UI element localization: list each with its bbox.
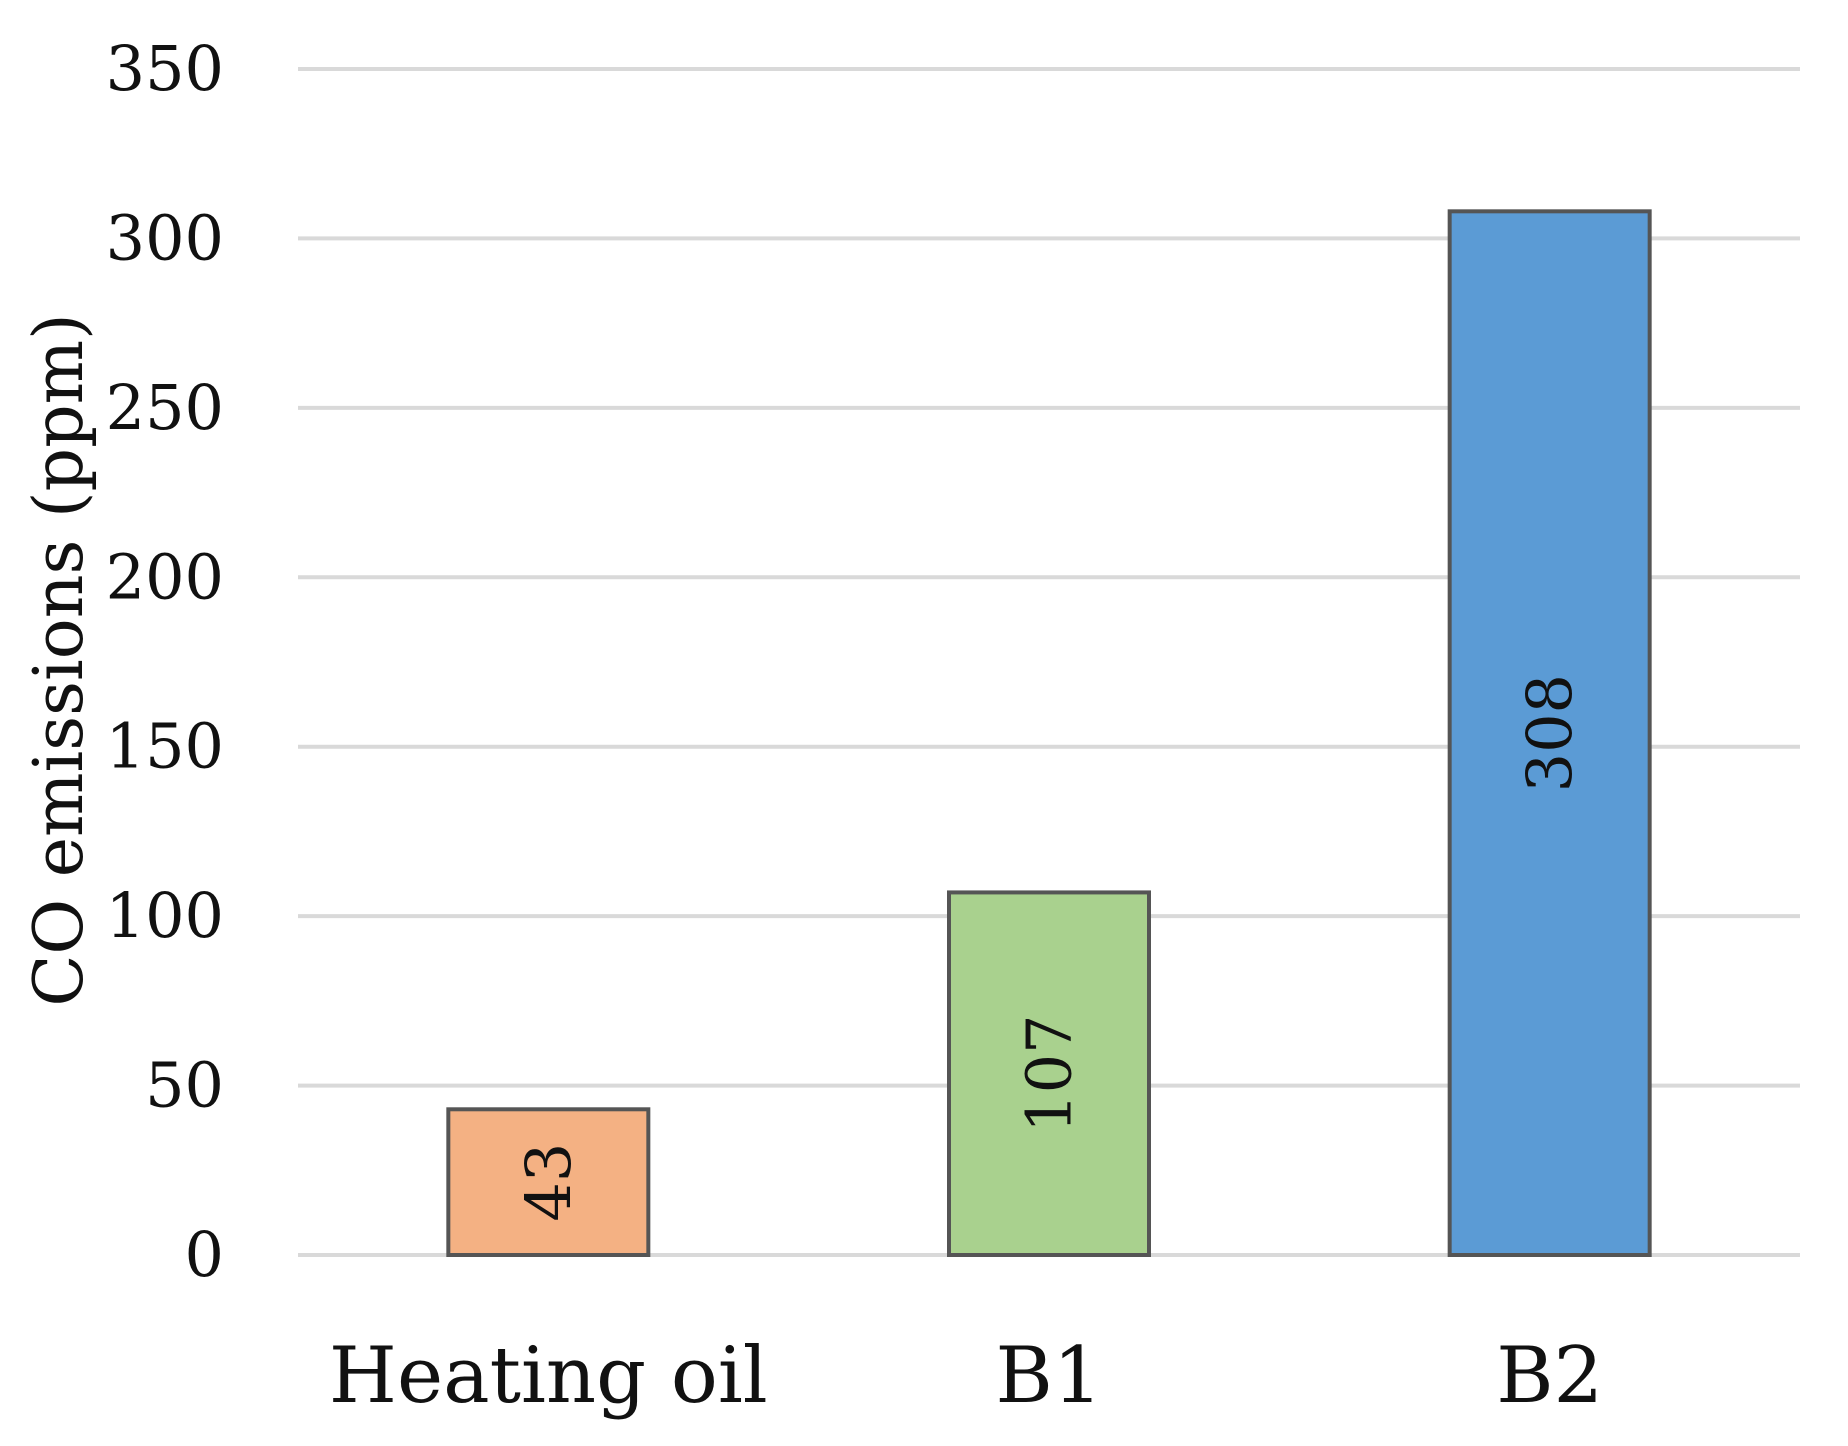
bar xyxy=(947,890,1151,1257)
bar-data-label: 107 xyxy=(1013,1015,1086,1133)
y-axis-tick-labels: 0 50 100 150 200 250 300 350 xyxy=(106,32,224,1291)
bar-data-labels: 43 107 308 xyxy=(512,674,1586,1222)
y-tick-label: 0 xyxy=(185,1218,224,1291)
bar xyxy=(446,1107,651,1257)
x-category-label: Heating oil xyxy=(329,1331,768,1421)
y-tick-label: 200 xyxy=(106,540,224,613)
bar-data-label: 308 xyxy=(1513,674,1586,792)
y-tick-label: 50 xyxy=(145,1049,224,1122)
bar-data-label: 43 xyxy=(512,1143,585,1222)
x-category-label: B1 xyxy=(996,1331,1103,1421)
y-tick-label: 250 xyxy=(106,371,224,444)
y-tick-label: 300 xyxy=(106,201,224,274)
x-category-label: B2 xyxy=(1496,1331,1603,1421)
x-axis-category-labels: Heating oil B1 B2 xyxy=(329,1331,1603,1421)
y-tick-label: 150 xyxy=(106,710,224,783)
bar xyxy=(1447,209,1652,1258)
y-tick-label: 350 xyxy=(106,32,224,105)
y-tick-label: 100 xyxy=(106,879,224,952)
y-axis-title: CO emissions (ppm) xyxy=(20,313,99,1006)
bars xyxy=(446,209,1652,1258)
